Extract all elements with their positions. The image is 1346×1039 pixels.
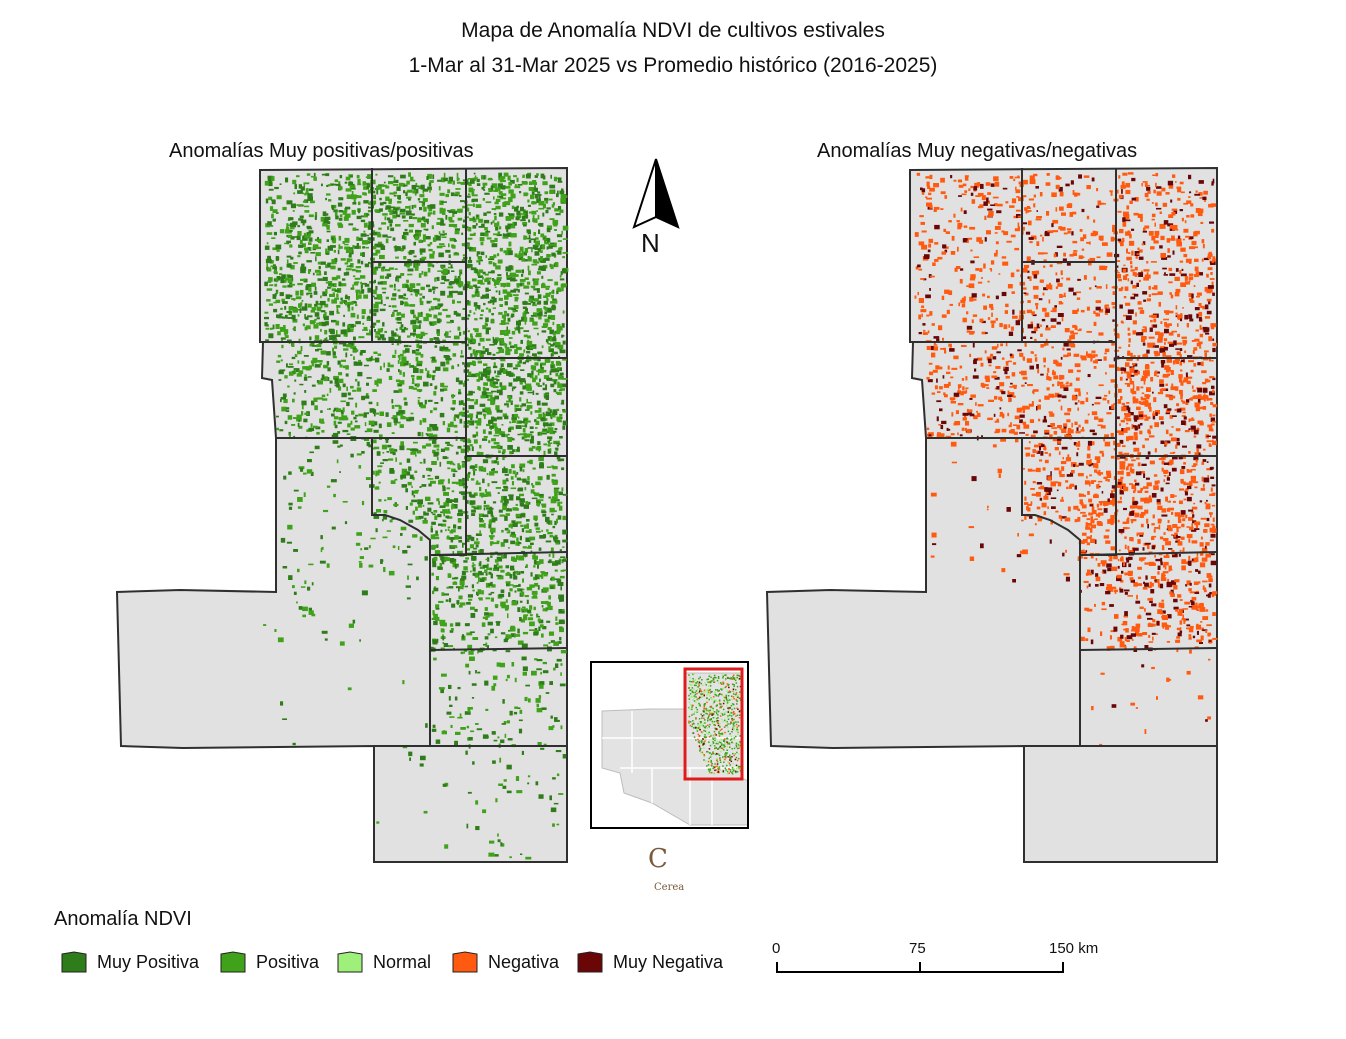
- inset-locator-graphic: [601, 667, 753, 826]
- positive-anomaly-map: [115, 166, 569, 863]
- logo-fragment: C: [648, 844, 668, 874]
- inset-locator-map: [590, 661, 753, 829]
- scale-bar: [776, 962, 1064, 973]
- legend-label-normal: Normal: [373, 951, 432, 972]
- legend-label-positiva: Positiva: [256, 951, 320, 972]
- legend-label-muy-positiva: Muy Positiva: [97, 951, 200, 972]
- north-arrow-label: N: [641, 228, 660, 258]
- legend-swatch-positiva: [220, 951, 246, 973]
- legend-label-muy-negativa: Muy Negativa: [613, 951, 724, 972]
- legend-swatch-muy-positiva: [61, 951, 87, 973]
- legend-swatch-muy-negativa: [577, 951, 603, 973]
- legend-item-normal: Normal: [337, 949, 431, 975]
- scale-label-75: 75: [909, 940, 926, 957]
- right-district-borders: [913, 168, 1218, 747]
- legend-item-negativa: Negativa: [452, 949, 559, 975]
- left-panel-title: Anomalías Muy positivas/positivas: [169, 140, 474, 162]
- right-anomaly-pixels: [914, 172, 1218, 747]
- left-district-borders: [263, 168, 568, 747]
- north-arrow-icon: [632, 158, 680, 229]
- logo-subtext: Cerea: [654, 882, 685, 893]
- legend-label-negativa: Negativa: [488, 951, 560, 972]
- legend-swatch-negativa: [452, 951, 478, 973]
- map-title-line-2: 1-Mar al 31-Mar 2025 vs Promedio históri…: [408, 54, 938, 77]
- left-anomaly-pixels: [263, 172, 569, 860]
- negative-anomaly-map: [765, 166, 1218, 863]
- legend-swatch-normal: [337, 951, 363, 973]
- scale-label-150: 150 km: [1049, 940, 1099, 957]
- scale-label-0: 0: [772, 940, 781, 957]
- legend-item-muy-negativa: Muy Negativa: [577, 949, 723, 975]
- legend-item-positiva: Positiva: [220, 949, 319, 975]
- legend-item-muy-positiva: Muy Positiva: [61, 949, 199, 975]
- right-panel-title: Anomalías Muy negativas/negativas: [817, 140, 1138, 162]
- map-title-line-1: Mapa de Anomalía NDVI de cultivos estiva…: [461, 19, 885, 42]
- right-district-polygons: [765, 166, 1218, 863]
- legend-title: Anomalía NDVI: [54, 908, 192, 930]
